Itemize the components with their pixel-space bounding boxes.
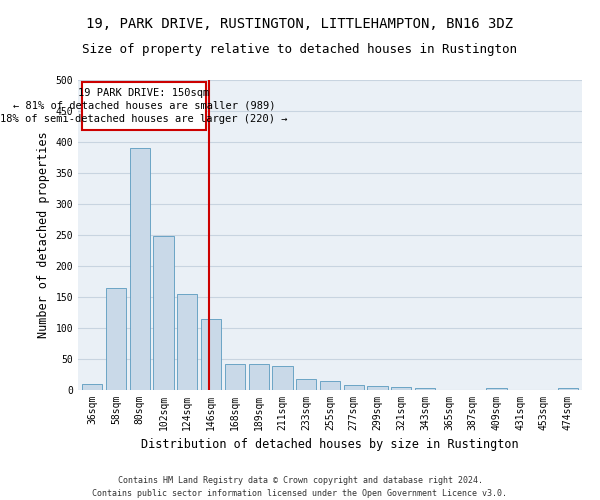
- Text: Size of property relative to detached houses in Rustington: Size of property relative to detached ho…: [83, 42, 517, 56]
- Bar: [82, 384, 103, 390]
- Bar: [415, 388, 435, 390]
- Bar: [201, 320, 221, 390]
- Bar: [391, 387, 412, 390]
- Bar: [130, 148, 150, 390]
- Bar: [367, 386, 388, 390]
- Text: Contains HM Land Registry data © Crown copyright and database right 2024.
Contai: Contains HM Land Registry data © Crown c…: [92, 476, 508, 498]
- Text: 19 PARK DRIVE: 150sqm
← 81% of detached houses are smaller (989)
18% of semi-det: 19 PARK DRIVE: 150sqm ← 81% of detached …: [0, 88, 288, 124]
- Bar: [487, 388, 506, 390]
- Bar: [557, 388, 578, 390]
- Bar: [320, 382, 340, 390]
- Bar: [225, 364, 245, 390]
- Bar: [106, 288, 126, 390]
- Bar: [177, 294, 197, 390]
- X-axis label: Distribution of detached houses by size in Rustington: Distribution of detached houses by size …: [141, 438, 519, 452]
- Bar: [248, 364, 269, 390]
- FancyBboxPatch shape: [82, 82, 206, 130]
- Bar: [344, 385, 364, 390]
- Bar: [154, 236, 173, 390]
- Bar: [296, 380, 316, 390]
- Y-axis label: Number of detached properties: Number of detached properties: [37, 132, 50, 338]
- Bar: [272, 366, 293, 390]
- Text: 19, PARK DRIVE, RUSTINGTON, LITTLEHAMPTON, BN16 3DZ: 19, PARK DRIVE, RUSTINGTON, LITTLEHAMPTO…: [86, 18, 514, 32]
